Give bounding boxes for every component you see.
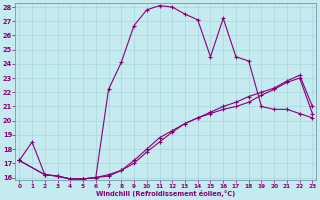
X-axis label: Windchill (Refroidissement éolien,°C): Windchill (Refroidissement éolien,°C) bbox=[96, 190, 236, 197]
